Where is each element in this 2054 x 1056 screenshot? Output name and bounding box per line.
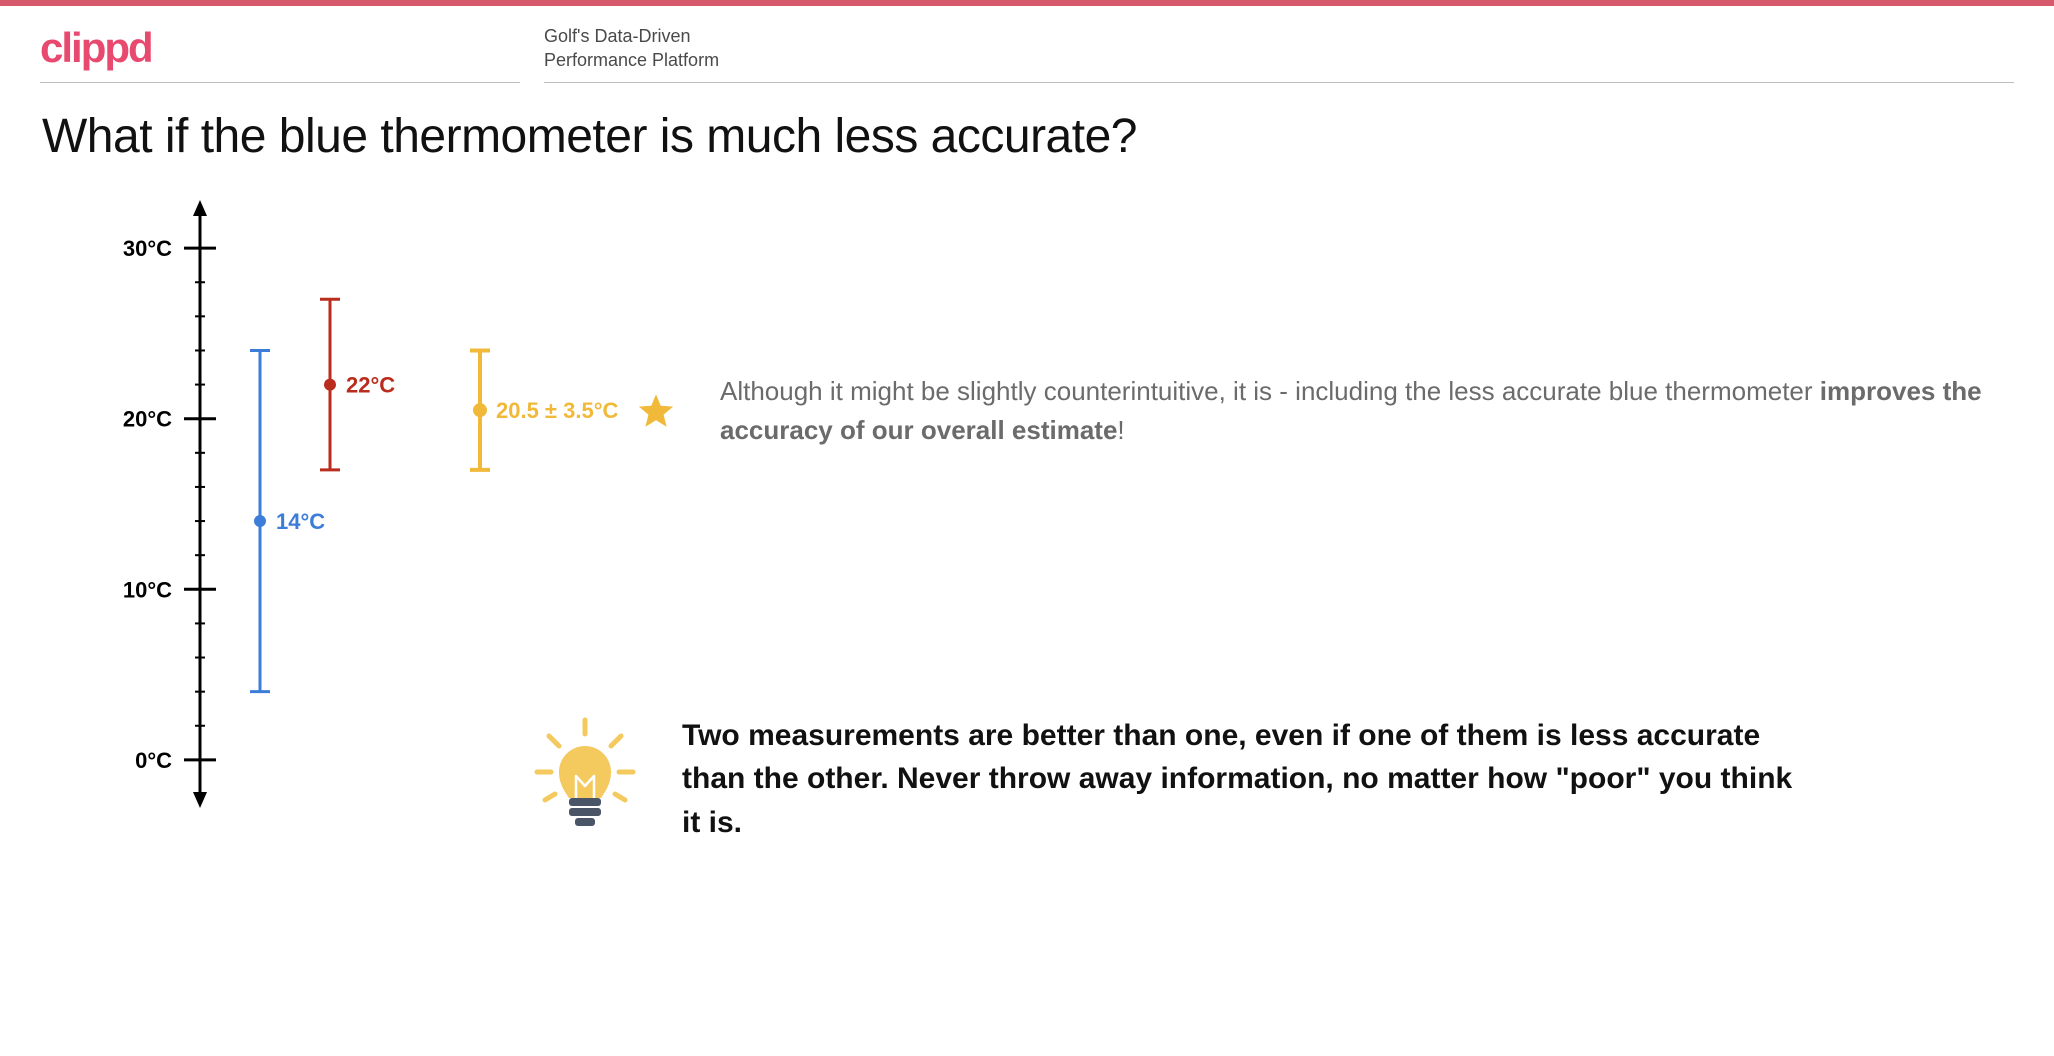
logo-block: clippd — [40, 24, 520, 83]
tagline-line2: Performance Platform — [544, 49, 2014, 72]
series-label-red: 22°C — [346, 373, 395, 398]
tagline: Golf's Data-Driven Performance Platform — [544, 25, 2014, 83]
para-pre: Although it might be slightly counterint… — [720, 376, 1820, 406]
tagline-line1: Golf's Data-Driven — [544, 25, 2014, 48]
svg-text:20°C: 20°C — [123, 407, 172, 432]
para-post: ! — [1117, 415, 1124, 445]
star-icon — [639, 394, 673, 427]
lightbulb-icon — [520, 704, 650, 854]
svg-text:30°C: 30°C — [123, 236, 172, 261]
brand-logo: clippd — [40, 24, 152, 71]
header: clippd Golf's Data-Driven Performance Pl… — [0, 6, 2054, 91]
svg-text:10°C: 10°C — [123, 577, 172, 602]
svg-text:0°C: 0°C — [135, 748, 172, 773]
series-label-blue: 14°C — [276, 509, 325, 534]
series-label-combined: 20.5 ± 3.5°C — [496, 398, 618, 423]
page-title: What if the blue thermometer is much les… — [0, 91, 2054, 174]
explanation-paragraph: Although it might be slightly counterint… — [720, 372, 2014, 450]
callout-text: Two measurements are better than one, ev… — [682, 714, 1802, 845]
